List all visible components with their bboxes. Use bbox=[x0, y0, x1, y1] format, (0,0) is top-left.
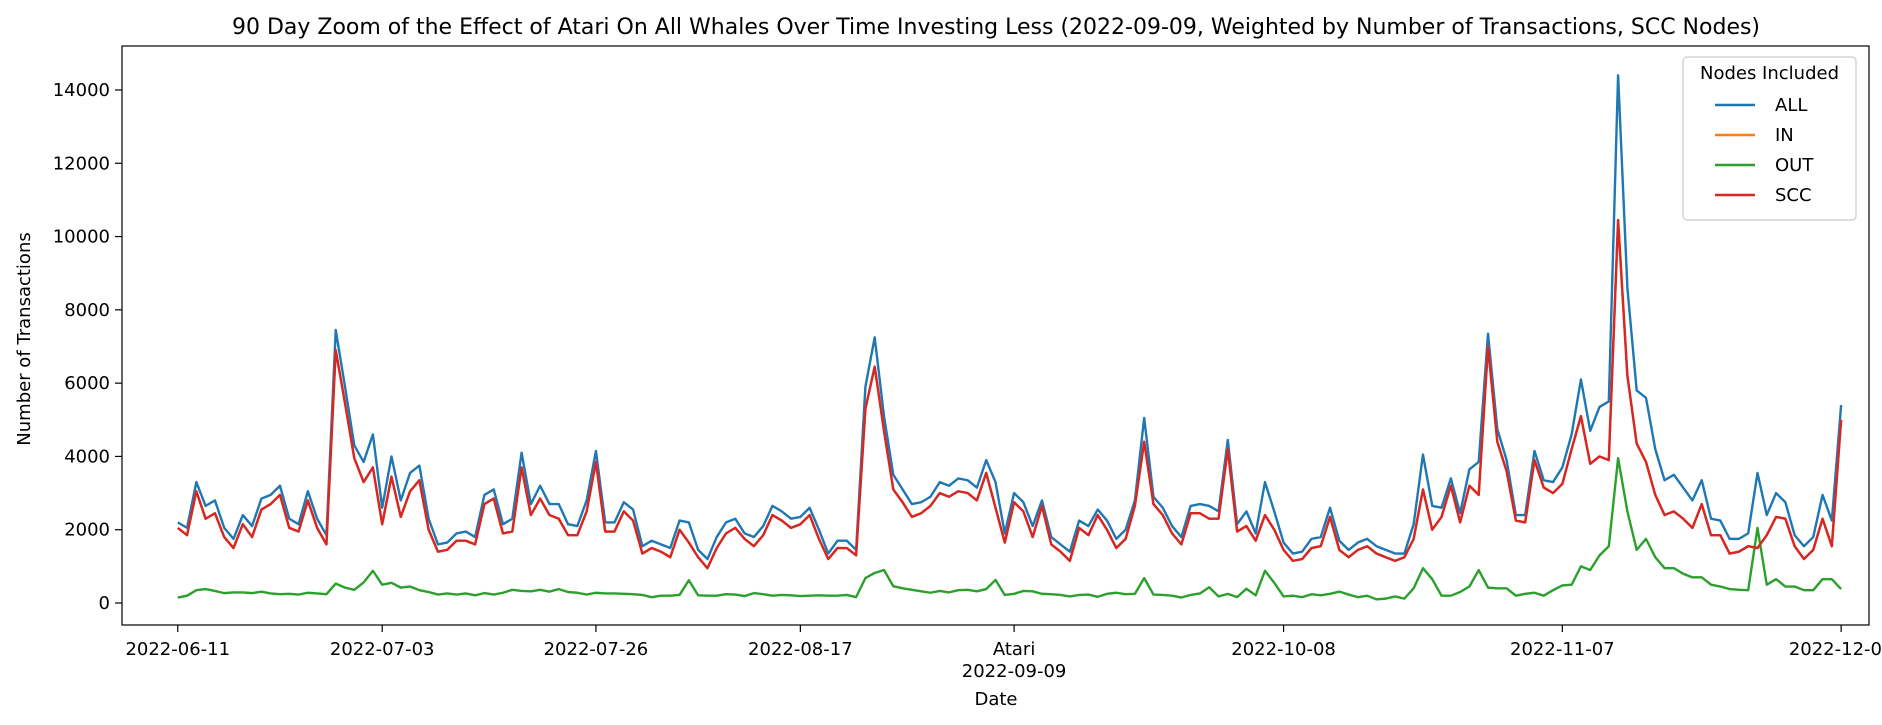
y-tick-label: 8000 bbox=[64, 300, 110, 321]
x-tick-label: 2022-07-03 bbox=[330, 639, 435, 660]
x-tick-label: 2022-11-07 bbox=[1510, 639, 1615, 660]
x-tick-label: 2022-06-11 bbox=[125, 639, 230, 660]
plot-area: 0 2000 4000 6000 8000 10000 12000 14000 2022-06-… bbox=[53, 45, 1882, 682]
x-tick-label: 2022-12-07 bbox=[1789, 639, 1882, 660]
legend-frame bbox=[1682, 56, 1857, 221]
y-tick-label: 14000 bbox=[53, 80, 110, 101]
x-tick-label: 2022-07-26 bbox=[544, 639, 649, 660]
chart-title: 90 Day Zoom of the Effect of Atari On Al… bbox=[232, 15, 1760, 40]
y-tick-label: 10000 bbox=[53, 227, 110, 248]
series-line-scc bbox=[177, 218, 1843, 570]
y-tick-label: 2000 bbox=[64, 520, 110, 541]
legend: Nodes Included ALL IN OUT SCC bbox=[1682, 56, 1857, 221]
x-tick-label: 2022-10-08 bbox=[1231, 639, 1336, 660]
legend-label-out: OUT bbox=[1775, 155, 1814, 176]
x-axis-label: Date bbox=[974, 689, 1017, 710]
series-line-out bbox=[177, 457, 1842, 601]
y-tick-label: 0 bbox=[99, 593, 110, 614]
y-tick-label: 12000 bbox=[53, 153, 110, 174]
legend-label-in: IN bbox=[1775, 125, 1794, 146]
plot-frame bbox=[121, 45, 1870, 626]
y-tick-label: 4000 bbox=[64, 446, 110, 467]
series-line-all bbox=[177, 74, 1843, 561]
x-tick-label: 2022-08-17 bbox=[748, 639, 853, 660]
y-tick-label: 6000 bbox=[64, 373, 110, 394]
legend-label-all: ALL bbox=[1775, 95, 1807, 116]
x-tick-label: 2022-09-09 bbox=[962, 661, 1067, 682]
legend-title: Nodes Included bbox=[1700, 63, 1839, 84]
x-tick-label: Atari bbox=[993, 639, 1036, 660]
legend-label-scc: SCC bbox=[1775, 185, 1812, 206]
y-axis-label: Number of Transactions bbox=[14, 232, 35, 445]
